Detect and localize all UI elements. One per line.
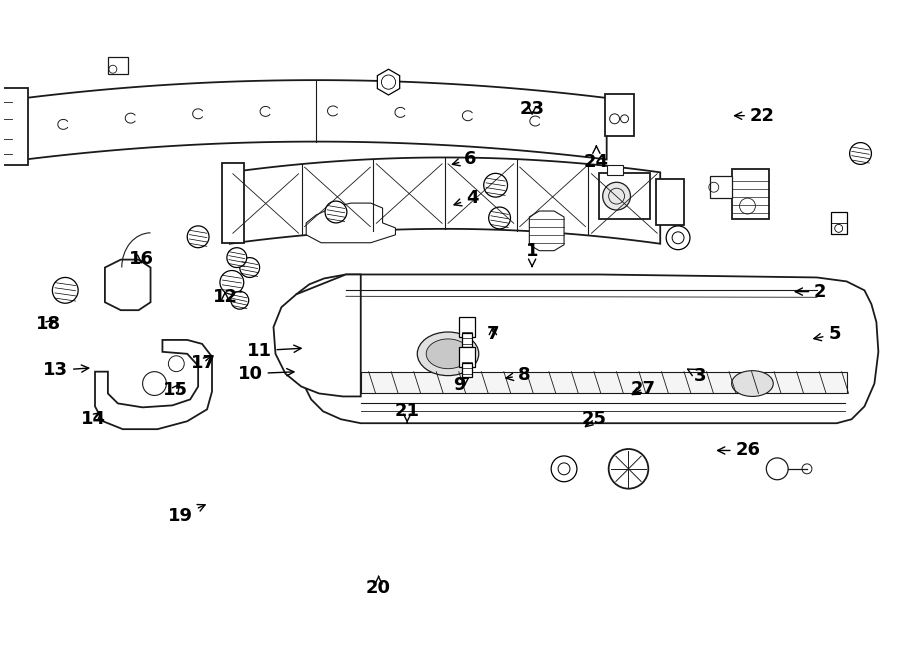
Bar xyxy=(598,173,651,219)
Ellipse shape xyxy=(427,339,470,369)
Text: 17: 17 xyxy=(191,354,216,371)
Text: 16: 16 xyxy=(129,250,154,268)
Polygon shape xyxy=(274,275,361,397)
Polygon shape xyxy=(295,275,878,423)
Text: 19: 19 xyxy=(168,504,205,525)
Text: 3: 3 xyxy=(688,367,706,385)
Bar xyxy=(462,363,472,377)
Text: 9: 9 xyxy=(453,376,469,394)
Text: 23: 23 xyxy=(519,100,544,118)
Circle shape xyxy=(52,277,78,303)
Circle shape xyxy=(608,449,648,489)
Bar xyxy=(656,179,684,225)
Text: 13: 13 xyxy=(43,361,89,379)
Bar xyxy=(459,317,475,337)
Bar xyxy=(732,169,770,219)
Bar xyxy=(222,164,244,243)
Circle shape xyxy=(231,291,248,309)
Circle shape xyxy=(325,201,346,223)
Text: 18: 18 xyxy=(36,315,61,334)
Circle shape xyxy=(551,456,577,482)
Circle shape xyxy=(227,248,247,267)
Circle shape xyxy=(220,271,244,295)
Polygon shape xyxy=(306,203,395,243)
Text: 1: 1 xyxy=(526,242,538,266)
Circle shape xyxy=(766,458,788,480)
Bar xyxy=(0,88,28,166)
Text: 2: 2 xyxy=(796,283,826,301)
Polygon shape xyxy=(25,80,607,160)
Text: 20: 20 xyxy=(366,576,392,597)
Circle shape xyxy=(666,226,690,250)
Ellipse shape xyxy=(418,332,479,375)
Text: 5: 5 xyxy=(814,325,841,344)
Text: 25: 25 xyxy=(582,410,608,428)
Text: 8: 8 xyxy=(506,366,530,384)
Text: 27: 27 xyxy=(630,380,655,398)
Polygon shape xyxy=(529,211,564,251)
Text: 6: 6 xyxy=(453,150,477,168)
Polygon shape xyxy=(105,260,150,310)
Text: 14: 14 xyxy=(80,410,105,428)
Circle shape xyxy=(489,207,510,229)
Polygon shape xyxy=(377,70,400,95)
Bar xyxy=(710,176,732,198)
Text: 10: 10 xyxy=(238,365,294,383)
Circle shape xyxy=(603,182,631,210)
Bar xyxy=(462,333,472,347)
Text: 4: 4 xyxy=(454,189,479,207)
Circle shape xyxy=(239,258,259,277)
Circle shape xyxy=(483,173,508,197)
Ellipse shape xyxy=(732,371,773,397)
Text: 26: 26 xyxy=(717,442,760,459)
Bar xyxy=(605,94,634,136)
Text: 21: 21 xyxy=(395,402,419,423)
Bar xyxy=(459,347,475,367)
Text: 11: 11 xyxy=(247,342,302,359)
Text: 22: 22 xyxy=(734,107,775,124)
Text: 24: 24 xyxy=(584,146,609,171)
Text: 7: 7 xyxy=(487,325,500,344)
Polygon shape xyxy=(95,340,212,429)
Text: 12: 12 xyxy=(212,288,238,306)
Bar xyxy=(108,58,128,74)
Circle shape xyxy=(850,142,871,164)
Polygon shape xyxy=(230,158,661,244)
Bar xyxy=(361,371,847,393)
Text: 15: 15 xyxy=(163,381,187,399)
Circle shape xyxy=(187,226,209,248)
Bar xyxy=(831,212,847,234)
Bar xyxy=(607,166,623,175)
